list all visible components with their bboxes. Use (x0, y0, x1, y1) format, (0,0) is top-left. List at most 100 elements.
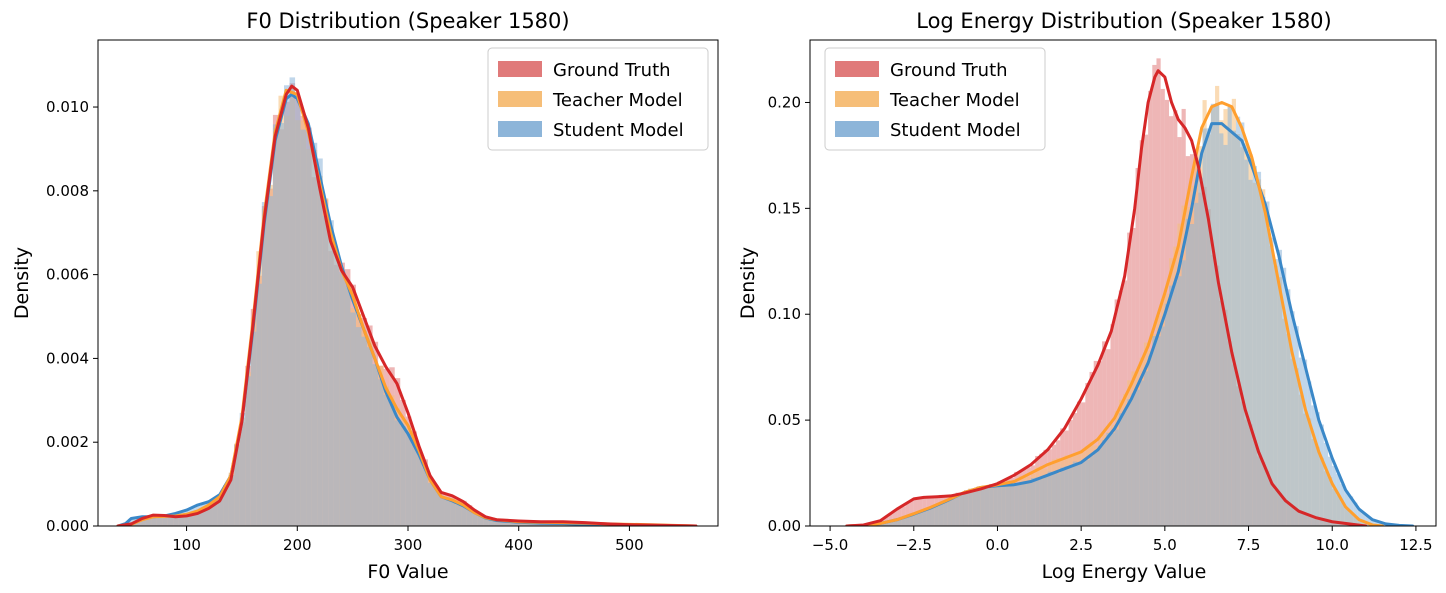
kde-line-ground-truth (116, 84, 698, 526)
histogram-bar (350, 312, 356, 526)
histogram-bar (195, 505, 201, 526)
histogram-bar (1139, 380, 1144, 526)
histogram-bar (156, 516, 163, 526)
histogram-bar (450, 501, 456, 526)
histogram-bar (239, 412, 246, 526)
histogram-bar (151, 516, 157, 526)
histogram-bar (1039, 479, 1044, 526)
histogram-bar (997, 483, 1002, 526)
histogram-bar (1181, 260, 1186, 526)
histogram-bar (433, 488, 439, 526)
histogram-bar (955, 494, 960, 526)
histogram-bar (1340, 484, 1345, 526)
histogram-bar (278, 123, 284, 526)
legend-label: Ground Truth (890, 60, 1008, 81)
histogram-bar (1227, 107, 1232, 526)
histogram-bar (913, 513, 918, 526)
histogram-bar (1135, 167, 1140, 526)
histogram-bar (905, 516, 910, 526)
histogram-bar (1102, 440, 1107, 526)
histogram-bar (1219, 133, 1224, 526)
histogram-bar (1139, 140, 1144, 526)
histogram-bar (444, 497, 451, 526)
chart-title: F0 Distribution (Speaker 1580) (246, 9, 569, 33)
y-tick-label: 0.002 (46, 433, 89, 451)
histogram-bar (993, 487, 998, 526)
plot-area (116, 77, 698, 526)
x-tick-label: 0.0 (986, 536, 1010, 554)
x-tick-label: 400 (504, 536, 533, 554)
histogram-bar (527, 522, 534, 526)
y-axis-label: Density (11, 247, 33, 319)
histogram-bar (1223, 144, 1228, 526)
histogram-bar (976, 487, 981, 526)
histogram-bar (1282, 267, 1287, 526)
histogram-bar (1093, 360, 1098, 526)
histogram-bar (328, 220, 334, 526)
histogram-bar (466, 508, 473, 526)
histogram-bar (951, 499, 956, 526)
histogram-bar (505, 521, 511, 526)
histogram-bar (173, 513, 179, 526)
histogram-bar (234, 444, 240, 526)
histogram-bar (1290, 311, 1295, 526)
histogram-bar (367, 347, 373, 526)
histogram-bar (1072, 461, 1077, 526)
histogram-bar (295, 100, 301, 526)
histogram-bar (1060, 467, 1065, 526)
histogram-bar (1143, 134, 1149, 526)
x-tick-label: 12.5 (1399, 536, 1432, 554)
histogram-bar (1185, 218, 1190, 526)
histogram-bar (1206, 128, 1211, 526)
x-axis-label: F0 Value (367, 561, 448, 583)
histogram-bar (1127, 232, 1132, 526)
histogram-bar (378, 379, 384, 526)
histogram-bar (1035, 477, 1040, 526)
legend: Ground Truth Teacher Model Student Model (824, 47, 1046, 151)
histogram-bar (333, 252, 340, 526)
histogram-bar (909, 514, 914, 526)
x-tick-label: 5.0 (1153, 536, 1177, 554)
histogram-bar (1244, 159, 1249, 526)
histogram-bar (1097, 445, 1103, 526)
histogram-bar (1018, 484, 1023, 526)
histogram-bar (1235, 116, 1241, 526)
x-tick-label: 500 (615, 536, 644, 554)
histogram-bar (1210, 103, 1216, 526)
y-tick-label: 0.008 (46, 182, 89, 200)
y-axis: 0.00 0.05 0.10 0.15 0.20 (768, 93, 810, 535)
histogram-bar (1332, 465, 1337, 526)
y-axis: 0.000 0.002 0.004 0.006 0.008 0.010 (46, 98, 98, 535)
histogram-student-model (117, 77, 694, 526)
histogram-bar (1261, 196, 1266, 526)
plot-frame (809, 39, 1437, 527)
histogram-bar (1056, 473, 1061, 526)
histogram-bar (522, 522, 528, 526)
histogram-bar (306, 131, 312, 526)
histogram-bar (1248, 179, 1253, 526)
histogram-bar (167, 515, 174, 526)
histogram-bar (400, 426, 406, 526)
histogram-bar (1256, 171, 1262, 526)
histogram-bar (989, 488, 994, 526)
histogram-bar (267, 196, 273, 526)
histogram-bar (344, 279, 351, 526)
histogram-bar (1148, 355, 1153, 526)
histogram-bar (1273, 259, 1278, 526)
histogram-bar (317, 158, 323, 526)
y-tick-label: 0.006 (46, 266, 89, 284)
chart-f0-distribution: F0 Distribution (Speaker 1580) 100 200 300… (11, 9, 719, 583)
histogram-bar (228, 475, 235, 526)
histogram-bar (1269, 237, 1274, 526)
histogram-bar (1127, 399, 1132, 526)
x-tick-label: −5.0 (812, 536, 848, 554)
histogram-bar (1152, 64, 1157, 526)
y-tick-label: 0.20 (768, 93, 801, 111)
histogram-bar (405, 433, 412, 526)
histogram-bar (1315, 412, 1320, 526)
histogram-bar (892, 519, 898, 526)
histogram-bar (212, 497, 218, 526)
legend-box (824, 47, 1046, 151)
histogram-bar (972, 490, 977, 526)
histogram-bar (1169, 285, 1174, 526)
